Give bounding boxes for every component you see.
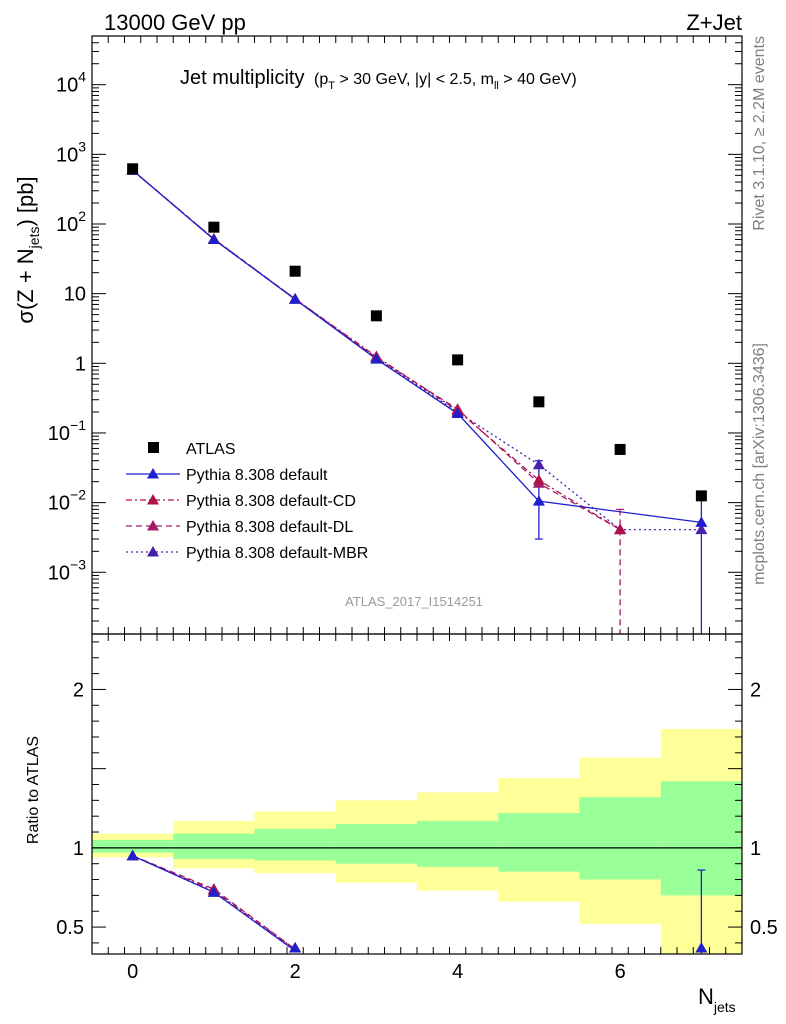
- ratio-y-tick-label: 1: [73, 838, 84, 860]
- series-marker: [207, 233, 220, 244]
- y-tick-label-base: 10: [48, 562, 70, 584]
- y-tick-label: 1: [75, 353, 86, 375]
- x-axis-label: Njets: [698, 984, 736, 1015]
- main-ylabel-suffix: ) [pb]: [13, 176, 38, 226]
- y-tick-label: 102: [56, 208, 86, 236]
- data-point: [695, 490, 707, 502]
- x-tick-label: 4: [452, 961, 463, 983]
- series-marker: [370, 353, 383, 364]
- legend-label: ATLAS: [186, 441, 236, 458]
- series-marker: [695, 516, 708, 527]
- ratio-marker: [289, 942, 302, 953]
- title-cuts-close: > 40 GeV): [499, 71, 577, 88]
- legend: ATLAS Pythia 8.308 default Pythia 8.308 de…: [126, 441, 368, 562]
- legend-marker: [147, 494, 159, 505]
- data-point: [614, 443, 626, 455]
- ratio-marker: [207, 886, 220, 897]
- series-marker: [451, 407, 464, 419]
- title-cuts-pt-sub: T: [328, 80, 335, 92]
- header-right: Z+Jet: [686, 10, 742, 35]
- ratio-y-tick-label-right: 0.5: [750, 917, 778, 939]
- ratio-band-inner: [417, 820, 499, 867]
- plot-title: Jet multiplicity (pT > 30 GeV, |y| < 2.5…: [180, 67, 577, 92]
- y-tick-label: 10−2: [48, 487, 86, 515]
- data-point: [533, 396, 545, 408]
- x-tick-label: 0: [127, 961, 138, 983]
- y-tick-label-base: 10: [48, 423, 70, 445]
- title-main: Jet multiplicity: [180, 67, 304, 89]
- series-marker: [695, 523, 708, 535]
- series-marker: [289, 293, 302, 304]
- x-tick-label: 2: [290, 961, 301, 983]
- data-point: [289, 265, 301, 277]
- legend-label: Pythia 8.308 default-CD: [186, 493, 356, 510]
- ratio-band-inner: [579, 797, 661, 880]
- ratio-band-inner: [254, 828, 336, 861]
- series-line: [132, 169, 702, 531]
- title-cuts-mid: > 30 GeV, |y| < 2.5, m: [335, 71, 494, 88]
- legend-marker: [147, 520, 159, 531]
- ratio-band-inner: [498, 813, 580, 872]
- series-marker: [532, 458, 545, 470]
- y-tick-label-exp: 3: [78, 138, 86, 154]
- legend-label: Pythia 8.308 default-MBR: [186, 545, 368, 562]
- main-ylabel: σ(Z + Njets) [pb]: [13, 176, 42, 323]
- ratio-band-inner: [173, 833, 255, 859]
- title-cuts-open: (p: [314, 71, 328, 88]
- mcplots-label: mcplots.cern.ch [arXiv:1306.3436]: [751, 343, 768, 585]
- y-tick-label-exp: 4: [78, 69, 86, 85]
- x-axis-label-sub: jets: [713, 999, 736, 1015]
- series-marker: [532, 474, 545, 485]
- ratio-band-inner: [335, 824, 417, 864]
- ratio-marker: [126, 849, 139, 861]
- y-tick-label: 10−1: [48, 417, 86, 445]
- ratio-y-tick-label-right: 2: [750, 679, 761, 701]
- y-tick-label-base: 10: [56, 214, 78, 236]
- y-tick-label: 10: [64, 284, 86, 306]
- x-tick-label: 6: [615, 961, 626, 983]
- y-tick-label-exp: −1: [70, 417, 86, 433]
- y-tick-label-base: 10: [48, 493, 70, 515]
- y-tick-label-exp: −2: [70, 487, 86, 503]
- main-ylabel-sub: jets: [26, 227, 42, 250]
- title-cuts-m-sub: ll: [494, 80, 499, 92]
- data-point: [127, 163, 139, 175]
- x-axis-label-base: N: [698, 984, 714, 1009]
- y-tick-label: 10−3: [48, 556, 86, 584]
- y-tick-label-exp: −3: [70, 556, 86, 572]
- rivet-version-label: Rivet 3.1.10, ≥ 2.2M events: [751, 36, 768, 231]
- ratio-marker: [695, 942, 708, 953]
- y-tick-label: 104: [56, 69, 86, 97]
- y-tick-label-base: 1: [75, 353, 86, 375]
- data-point: [452, 354, 464, 366]
- series-marker: [614, 523, 627, 535]
- ratio-y-tick-label: 0.5: [56, 917, 84, 939]
- legend-marker: [147, 468, 159, 479]
- y-tick-label-base: 10: [56, 144, 78, 166]
- series-marker: [532, 495, 545, 506]
- ratio-band-inner: [92, 839, 174, 853]
- main-ylabel-prefix: σ(Z + N: [13, 248, 38, 323]
- legend-label: Pythia 8.308 default-DL: [186, 519, 353, 536]
- data-point: [370, 310, 382, 322]
- ratio-y-tick-label: 2: [73, 679, 84, 701]
- ratio-y-tick-label-right: 1: [750, 838, 761, 860]
- y-tick-label: 103: [56, 138, 86, 166]
- y-tick-label-base: 10: [64, 284, 86, 306]
- data-point: [208, 221, 220, 233]
- legend-marker: [147, 546, 159, 557]
- y-tick-label-exp: 2: [78, 208, 86, 224]
- ratio-ylabel: Ratio to ATLAS: [25, 736, 42, 844]
- analysis-id-label: ATLAS_2017_I1514251: [345, 594, 483, 609]
- ratio-panel: 0 2 4 6 2 2 1 1 0.5 0.5: [56, 633, 778, 983]
- header-left: 13000 GeV pp: [104, 10, 246, 35]
- legend-marker-atlas: [148, 442, 159, 453]
- y-tick-label-base: 10: [56, 75, 78, 97]
- legend-label: Pythia 8.308 default: [186, 467, 328, 484]
